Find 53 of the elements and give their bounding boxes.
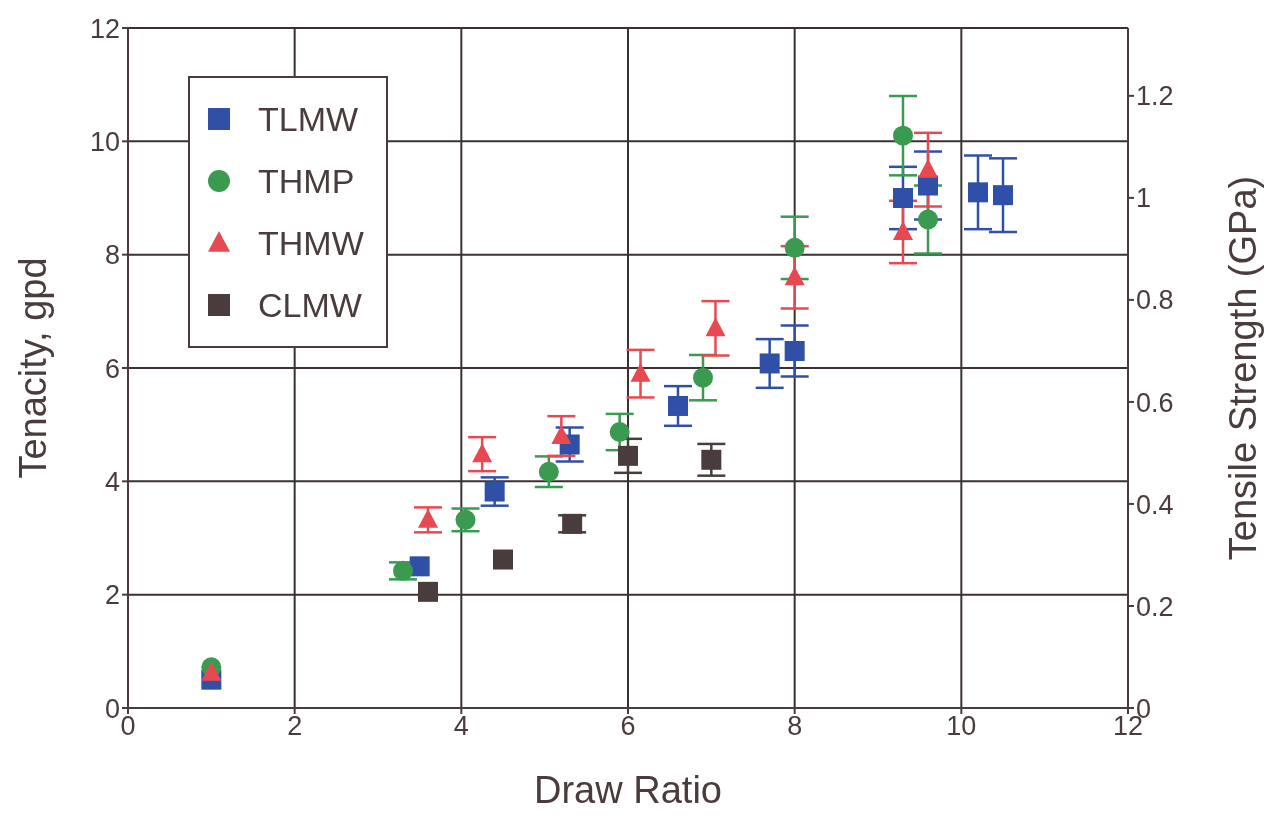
y2-tick-label: 0.4 (1136, 489, 1174, 520)
y-tick-label: 4 (104, 466, 120, 497)
point (918, 209, 938, 230)
legend-label: THMW (258, 223, 364, 263)
point (418, 508, 438, 528)
y-tick-label: 10 (89, 126, 120, 157)
point (538, 461, 559, 482)
point (701, 449, 722, 470)
point (705, 317, 726, 337)
point (668, 395, 688, 416)
point (784, 266, 805, 286)
y-tick-label: 6 (104, 353, 120, 384)
x-tick-label: 8 (787, 711, 803, 742)
point (562, 513, 583, 534)
point (393, 560, 413, 581)
y2-tick-label: 0.2 (1136, 591, 1174, 622)
y2-axis-title: Tensile Strength (GPa) (1222, 175, 1265, 561)
point (409, 556, 430, 577)
point (693, 367, 713, 388)
point (918, 158, 938, 178)
point (551, 425, 572, 444)
point (893, 188, 913, 208)
point (993, 185, 1013, 206)
point (472, 443, 493, 463)
point (618, 445, 638, 466)
y-tick-label: 12 (89, 13, 120, 44)
legend-label: THMP (258, 161, 355, 201)
y2-tick-label: 1 (1136, 183, 1152, 214)
x-axis-title: Draw Ratio (534, 769, 722, 811)
point (759, 353, 780, 374)
x-tick-label: 2 (287, 711, 303, 742)
point (784, 341, 805, 361)
point (493, 549, 513, 570)
point (630, 362, 651, 382)
legend-label: CLMW (258, 285, 362, 325)
point (968, 182, 988, 203)
y-tick-label: 8 (104, 240, 120, 271)
point (609, 422, 630, 443)
x-tick-label: 6 (620, 711, 636, 742)
point (418, 581, 438, 602)
point (893, 221, 913, 240)
x-tick-label: 4 (453, 711, 469, 742)
point (893, 125, 913, 146)
y2-tick-label: 0.6 (1136, 387, 1174, 418)
point (455, 509, 476, 530)
y-axis-title: Tenacity, gpd (12, 257, 55, 479)
legend-label: TLMW (258, 99, 359, 139)
y2-tick-label: 1.2 (1136, 81, 1174, 112)
y-tick-label: 2 (104, 580, 120, 611)
y2-tick-label: 0.8 (1136, 285, 1174, 316)
point (784, 237, 805, 258)
x-tick-label: 10 (946, 711, 977, 742)
point (918, 175, 938, 196)
